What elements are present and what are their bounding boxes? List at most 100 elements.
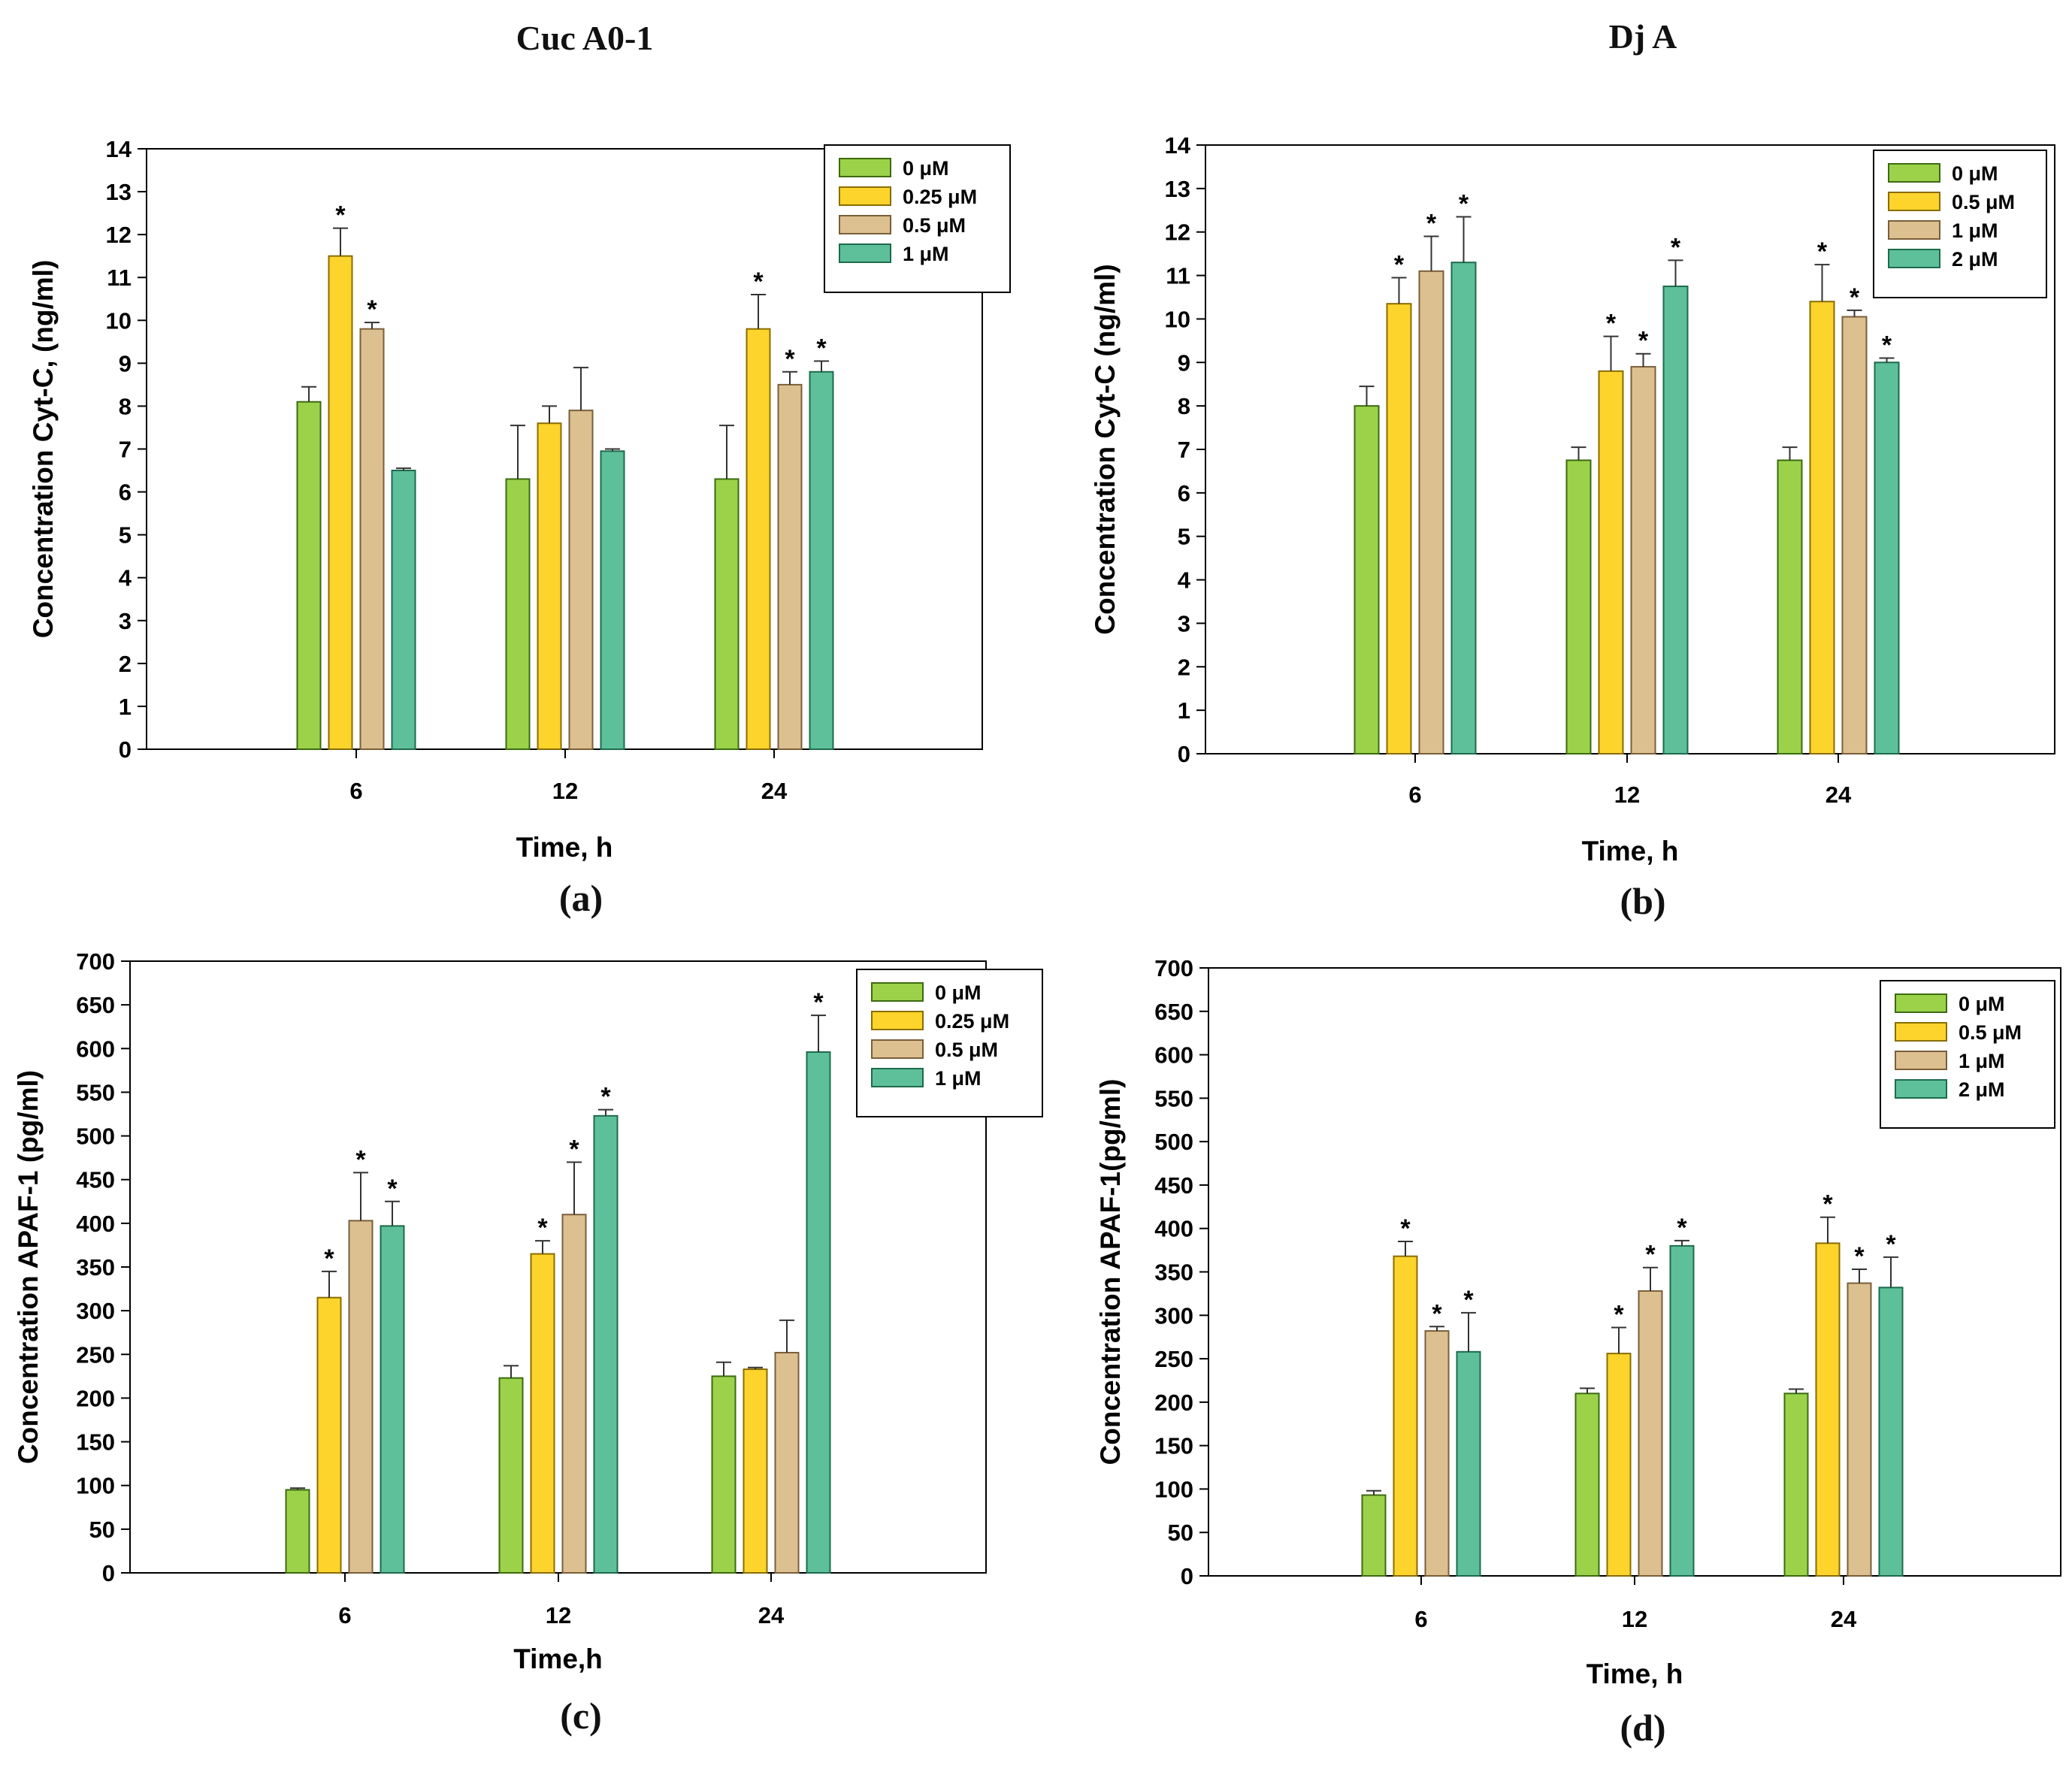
bar [1638, 1290, 1663, 1577]
y-tick-label: 450 [76, 1167, 115, 1193]
panel-label: (a) [559, 877, 603, 919]
significance-star: * [600, 1083, 611, 1111]
y-tick-label: 500 [76, 1123, 115, 1150]
significance-star: * [1882, 331, 1892, 360]
y-tick-label: 200 [76, 1385, 115, 1411]
y-tick-label: 3 [119, 608, 132, 634]
y-tick-label: 7 [1178, 437, 1190, 463]
bar [1386, 303, 1412, 754]
x-axis-title: Time, h [516, 832, 613, 863]
legend-label: 0 μM [1952, 162, 1998, 185]
y-tick-label: 9 [1178, 349, 1190, 376]
y-axis-title: Concentration Cyt-C, (ng/ml) [28, 260, 59, 639]
bar [711, 1375, 737, 1574]
y-tick-label: 550 [1154, 1085, 1193, 1111]
bar [1450, 262, 1477, 754]
y-tick-label: 8 [119, 393, 132, 419]
chart-panel-d: 0 50 100 150 200 250 300 350 400 450 500 550 600 650 7… [1095, 955, 2061, 1749]
y-tick-label: 300 [1154, 1302, 1193, 1329]
significance-star: * [1606, 310, 1617, 338]
y-tick-label: 100 [76, 1473, 115, 1499]
y-tick-label: 650 [1154, 999, 1193, 1025]
significance-star: * [355, 1145, 366, 1174]
bar [1669, 1244, 1695, 1577]
legend-swatch [1888, 249, 1940, 268]
significance-star: * [387, 1175, 398, 1203]
significance-star: * [1671, 233, 1681, 262]
y-tick-label: 7 [119, 437, 132, 463]
y-tick-label: 200 [1154, 1389, 1193, 1416]
x-tick-label: 6 [338, 1602, 351, 1628]
bar [593, 1114, 619, 1574]
x-tick-label: 6 [1414, 1606, 1427, 1632]
column-title-right: Dj A [1609, 17, 1677, 56]
legend-swatch [839, 215, 891, 234]
y-tick-label: 400 [1154, 1216, 1193, 1242]
panel-label: (d) [1620, 1707, 1665, 1749]
bar [1841, 316, 1868, 754]
y-tick-label: 350 [1154, 1259, 1193, 1286]
significance-star: * [785, 345, 795, 373]
legend-swatch [839, 243, 891, 263]
panel-label: (c) [560, 1695, 602, 1737]
bar [746, 328, 771, 750]
bar [774, 1351, 800, 1574]
legend-swatch [839, 158, 891, 177]
bar [1574, 1393, 1600, 1577]
legend-swatch [1888, 192, 1940, 211]
significance-star: * [1400, 1214, 1411, 1243]
y-tick-label: 350 [76, 1254, 115, 1281]
bar [348, 1220, 374, 1574]
bar [537, 422, 562, 750]
y-tick-label: 13 [1165, 176, 1190, 202]
significance-star: * [813, 988, 824, 1017]
bar [1393, 1255, 1418, 1577]
y-tick-label: 700 [1154, 955, 1193, 981]
legend-label: 2 μM [1952, 248, 1998, 271]
bar [1847, 1282, 1872, 1577]
y-tick-label: 650 [76, 992, 115, 1018]
y-tick-label: 14 [1165, 132, 1191, 159]
significance-star: * [537, 1214, 548, 1242]
y-tick-label: 150 [76, 1429, 115, 1456]
x-tick-label: 24 [761, 778, 788, 804]
legend-swatch [839, 186, 891, 206]
legend-label: 1 μM [935, 1067, 982, 1090]
y-axis-title: Concentration APAF-1 (pg/ml) [13, 1070, 44, 1464]
legend-label: 0.25 μM [903, 186, 977, 208]
bar [1815, 1242, 1841, 1577]
significance-star: * [335, 201, 346, 230]
significance-star: * [1459, 189, 1469, 218]
legend-swatch [1895, 1022, 1947, 1042]
y-tick-label: 11 [107, 265, 132, 291]
y-tick-label: 1 [1178, 697, 1190, 724]
bar [1456, 1350, 1481, 1577]
bar [1809, 301, 1835, 754]
x-tick-label: 24 [1825, 782, 1852, 808]
x-tick-label: 6 [349, 778, 362, 804]
y-tick-label: 0 [119, 736, 132, 763]
legend-swatch [871, 1011, 924, 1030]
y-tick-label: 250 [1154, 1346, 1193, 1372]
legend-label: 1 μM [903, 243, 949, 265]
bar [285, 1489, 310, 1574]
significance-star: * [1886, 1230, 1896, 1259]
legend-label: 1 μM [1952, 219, 1998, 242]
significance-star: * [1822, 1190, 1833, 1219]
x-tick-label: 12 [1622, 1606, 1647, 1632]
y-tick-label: 4 [1178, 567, 1191, 594]
y-tick-label: 12 [106, 222, 132, 248]
y-tick-label: 11 [1166, 263, 1190, 289]
bar [328, 255, 353, 750]
legend-swatch [1895, 1079, 1947, 1099]
bar [1878, 1287, 1904, 1577]
bar [505, 478, 531, 750]
legend-swatch [871, 982, 924, 1002]
y-tick-label: 4 [119, 565, 132, 591]
y-tick-label: 250 [76, 1341, 115, 1368]
y-axis-title: Concentration Cyt-C (ng/ml) [1090, 264, 1121, 634]
significance-star: * [1854, 1242, 1865, 1271]
bar [1630, 366, 1656, 755]
bar [600, 450, 625, 750]
y-tick-label: 0 [102, 1560, 115, 1586]
